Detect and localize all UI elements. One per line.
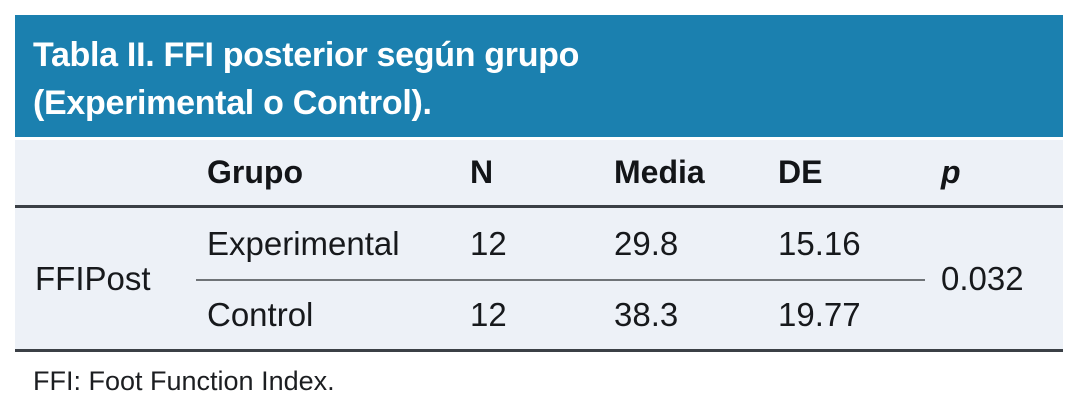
data-rows: FFIPost Experimental 12 29.8 15.16 Contr… xyxy=(15,208,1063,352)
cell-n-control: 12 xyxy=(470,295,507,333)
cell-media-control: 38.3 xyxy=(614,295,679,333)
col-header-n: N xyxy=(470,154,494,190)
col-header-de: DE xyxy=(778,154,823,190)
table-body: Grupo N Media DE p FFIPost Experimental … xyxy=(15,140,1063,352)
cell-group-experimental: Experimental xyxy=(207,225,400,262)
cell-group-control: Control xyxy=(207,295,314,333)
title-body-gap xyxy=(15,137,1063,140)
column-header-row: Grupo N Media DE p xyxy=(15,140,1063,208)
col-header-p: p xyxy=(941,154,961,190)
table-title: Tabla II. FFI posterior según grupo (Exp… xyxy=(15,15,1063,137)
cell-n-experimental: 12 xyxy=(470,225,507,262)
table-card: Tabla II. FFI posterior según grupo (Exp… xyxy=(15,15,1063,397)
table-title-line-1: Tabla II. FFI posterior según grupo xyxy=(33,36,580,74)
cell-de-control: 19.77 xyxy=(778,295,861,333)
cell-p-value: 0.032 xyxy=(941,259,1024,297)
table-title-line-2: (Experimental o Control). xyxy=(33,84,432,122)
table-footnote: FFI: Foot Function Index. xyxy=(33,366,335,396)
col-header-media: Media xyxy=(614,154,705,190)
cell-media-experimental: 29.8 xyxy=(614,225,679,262)
cell-de-experimental: 15.16 xyxy=(778,225,861,262)
row-group-label: FFIPost xyxy=(35,259,151,297)
col-header-grupo: Grupo xyxy=(207,154,303,190)
row-divider-line xyxy=(196,279,925,281)
